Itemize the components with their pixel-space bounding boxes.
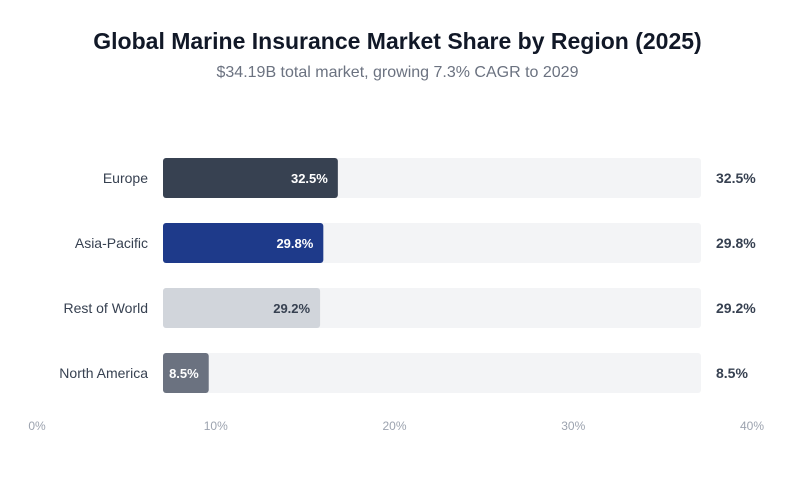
bar-value-label-rest-of-world: 29.2% xyxy=(273,301,310,316)
chart-title: Global Marine Insurance Market Share by … xyxy=(93,28,702,54)
bar-track-north-america xyxy=(163,353,701,393)
chart-subtitle: $34.19B total market, growing 7.3% CAGR … xyxy=(216,64,579,81)
category-label-asia-pacific: Asia-Pacific xyxy=(75,235,148,251)
value-label-europe: 32.5% xyxy=(716,170,756,186)
x-tick-label: 10% xyxy=(204,419,228,433)
value-label-rest-of-world: 29.2% xyxy=(716,300,756,316)
category-label-rest-of-world: Rest of World xyxy=(63,300,148,316)
bar-value-label-asia-pacific: 29.8% xyxy=(276,236,313,251)
bar-north-america xyxy=(163,353,209,393)
bar-rest-of-world xyxy=(163,288,321,328)
bar-value-label-europe: 32.5% xyxy=(291,171,328,186)
bar-value-label-north-america: 8.5% xyxy=(169,366,199,381)
x-tick-label: 30% xyxy=(561,419,585,433)
x-tick-label: 20% xyxy=(382,419,406,433)
bar-europe xyxy=(163,158,338,198)
category-label-europe: Europe xyxy=(103,170,148,186)
category-label-north-america: North America xyxy=(59,365,148,381)
x-tick-label: 0% xyxy=(28,419,46,433)
x-tick-label: 40% xyxy=(740,419,764,433)
value-label-north-america: 8.5% xyxy=(716,365,748,381)
bar-asia-pacific xyxy=(163,223,324,263)
value-label-asia-pacific: 29.8% xyxy=(716,235,756,251)
